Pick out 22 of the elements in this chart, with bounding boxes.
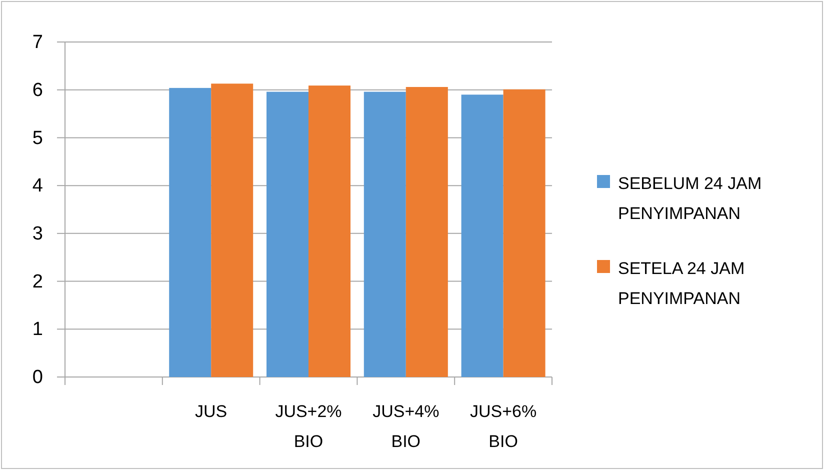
x-tick-label: JUS+2% BIO — [275, 402, 342, 451]
y-tick-label: 3 — [32, 224, 43, 245]
x-tick-label: JUS+4% BIO — [372, 402, 440, 451]
bar — [169, 88, 212, 377]
legend-label: SETELA 24 JAM PENYIMPANAN — [618, 259, 745, 308]
y-tick-label: 0 — [32, 367, 43, 388]
bar — [266, 92, 308, 377]
legend-label: SEBELUM 24 JAM PENYIMPANAN — [618, 174, 762, 223]
bar — [308, 86, 350, 377]
bar — [503, 89, 546, 377]
bar — [364, 92, 406, 377]
y-tick-label: 7 — [32, 32, 43, 54]
bar — [211, 84, 254, 377]
bar — [406, 86, 448, 377]
y-tick-label: 4 — [32, 176, 44, 197]
x-tick-label: JUS — [195, 402, 228, 421]
bar — [461, 94, 504, 377]
y-tick-label: 1 — [32, 319, 43, 340]
x-tick-label: JUS+6% BIO — [470, 402, 537, 451]
y-tick-label: 2 — [32, 271, 43, 292]
y-tick-label: 6 — [32, 80, 43, 101]
y-tick-label: 5 — [32, 128, 43, 149]
